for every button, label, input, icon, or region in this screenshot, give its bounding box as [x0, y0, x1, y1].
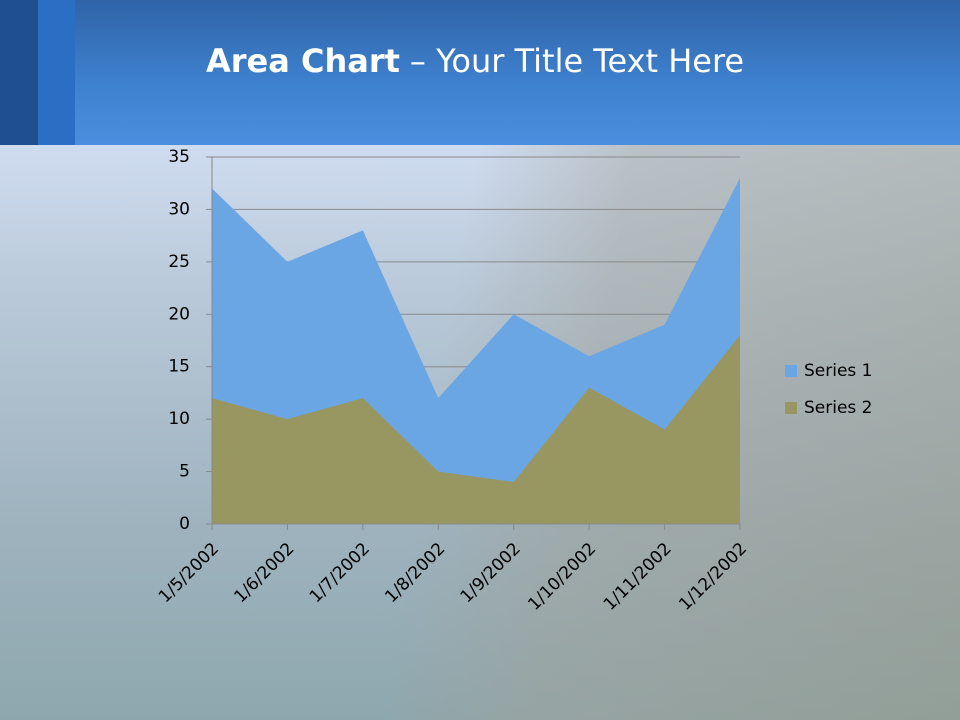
y-tick-label: 35	[168, 147, 190, 167]
legend-label: Series 2	[804, 398, 873, 418]
title-bold: Area Chart	[206, 42, 400, 80]
legend-swatch	[785, 365, 797, 377]
x-tick-label: 1/11/2002	[600, 539, 676, 615]
x-tick-label: 1/8/2002	[381, 539, 449, 607]
legend-label: Series 1	[804, 361, 873, 381]
legend-swatch	[785, 402, 797, 414]
y-tick-label: 25	[168, 252, 190, 272]
x-tick-label: 1/12/2002	[675, 539, 751, 615]
decor	[0, 0, 38, 145]
area	[212, 335, 740, 524]
decor	[38, 0, 75, 145]
y-tick-label: 30	[168, 199, 190, 219]
x-tick-label: 1/7/2002	[306, 539, 374, 607]
x-tick-label: 1/10/2002	[524, 539, 600, 615]
x-tick-label: 1/9/2002	[457, 539, 525, 607]
title: Area Chart – Your Title Text Here	[206, 42, 744, 80]
title-rest: – Your Title Text Here	[409, 42, 745, 80]
y-tick-label: 5	[179, 462, 190, 482]
header-band	[0, 0, 960, 145]
y-tick-label: 0	[179, 514, 190, 534]
x-tick-label: 1/5/2002	[155, 539, 223, 607]
x-tick-label: 1/6/2002	[230, 539, 298, 607]
y-tick-label: 10	[168, 409, 190, 429]
y-tick-label: 15	[168, 357, 190, 377]
y-tick-label: 20	[168, 304, 190, 324]
